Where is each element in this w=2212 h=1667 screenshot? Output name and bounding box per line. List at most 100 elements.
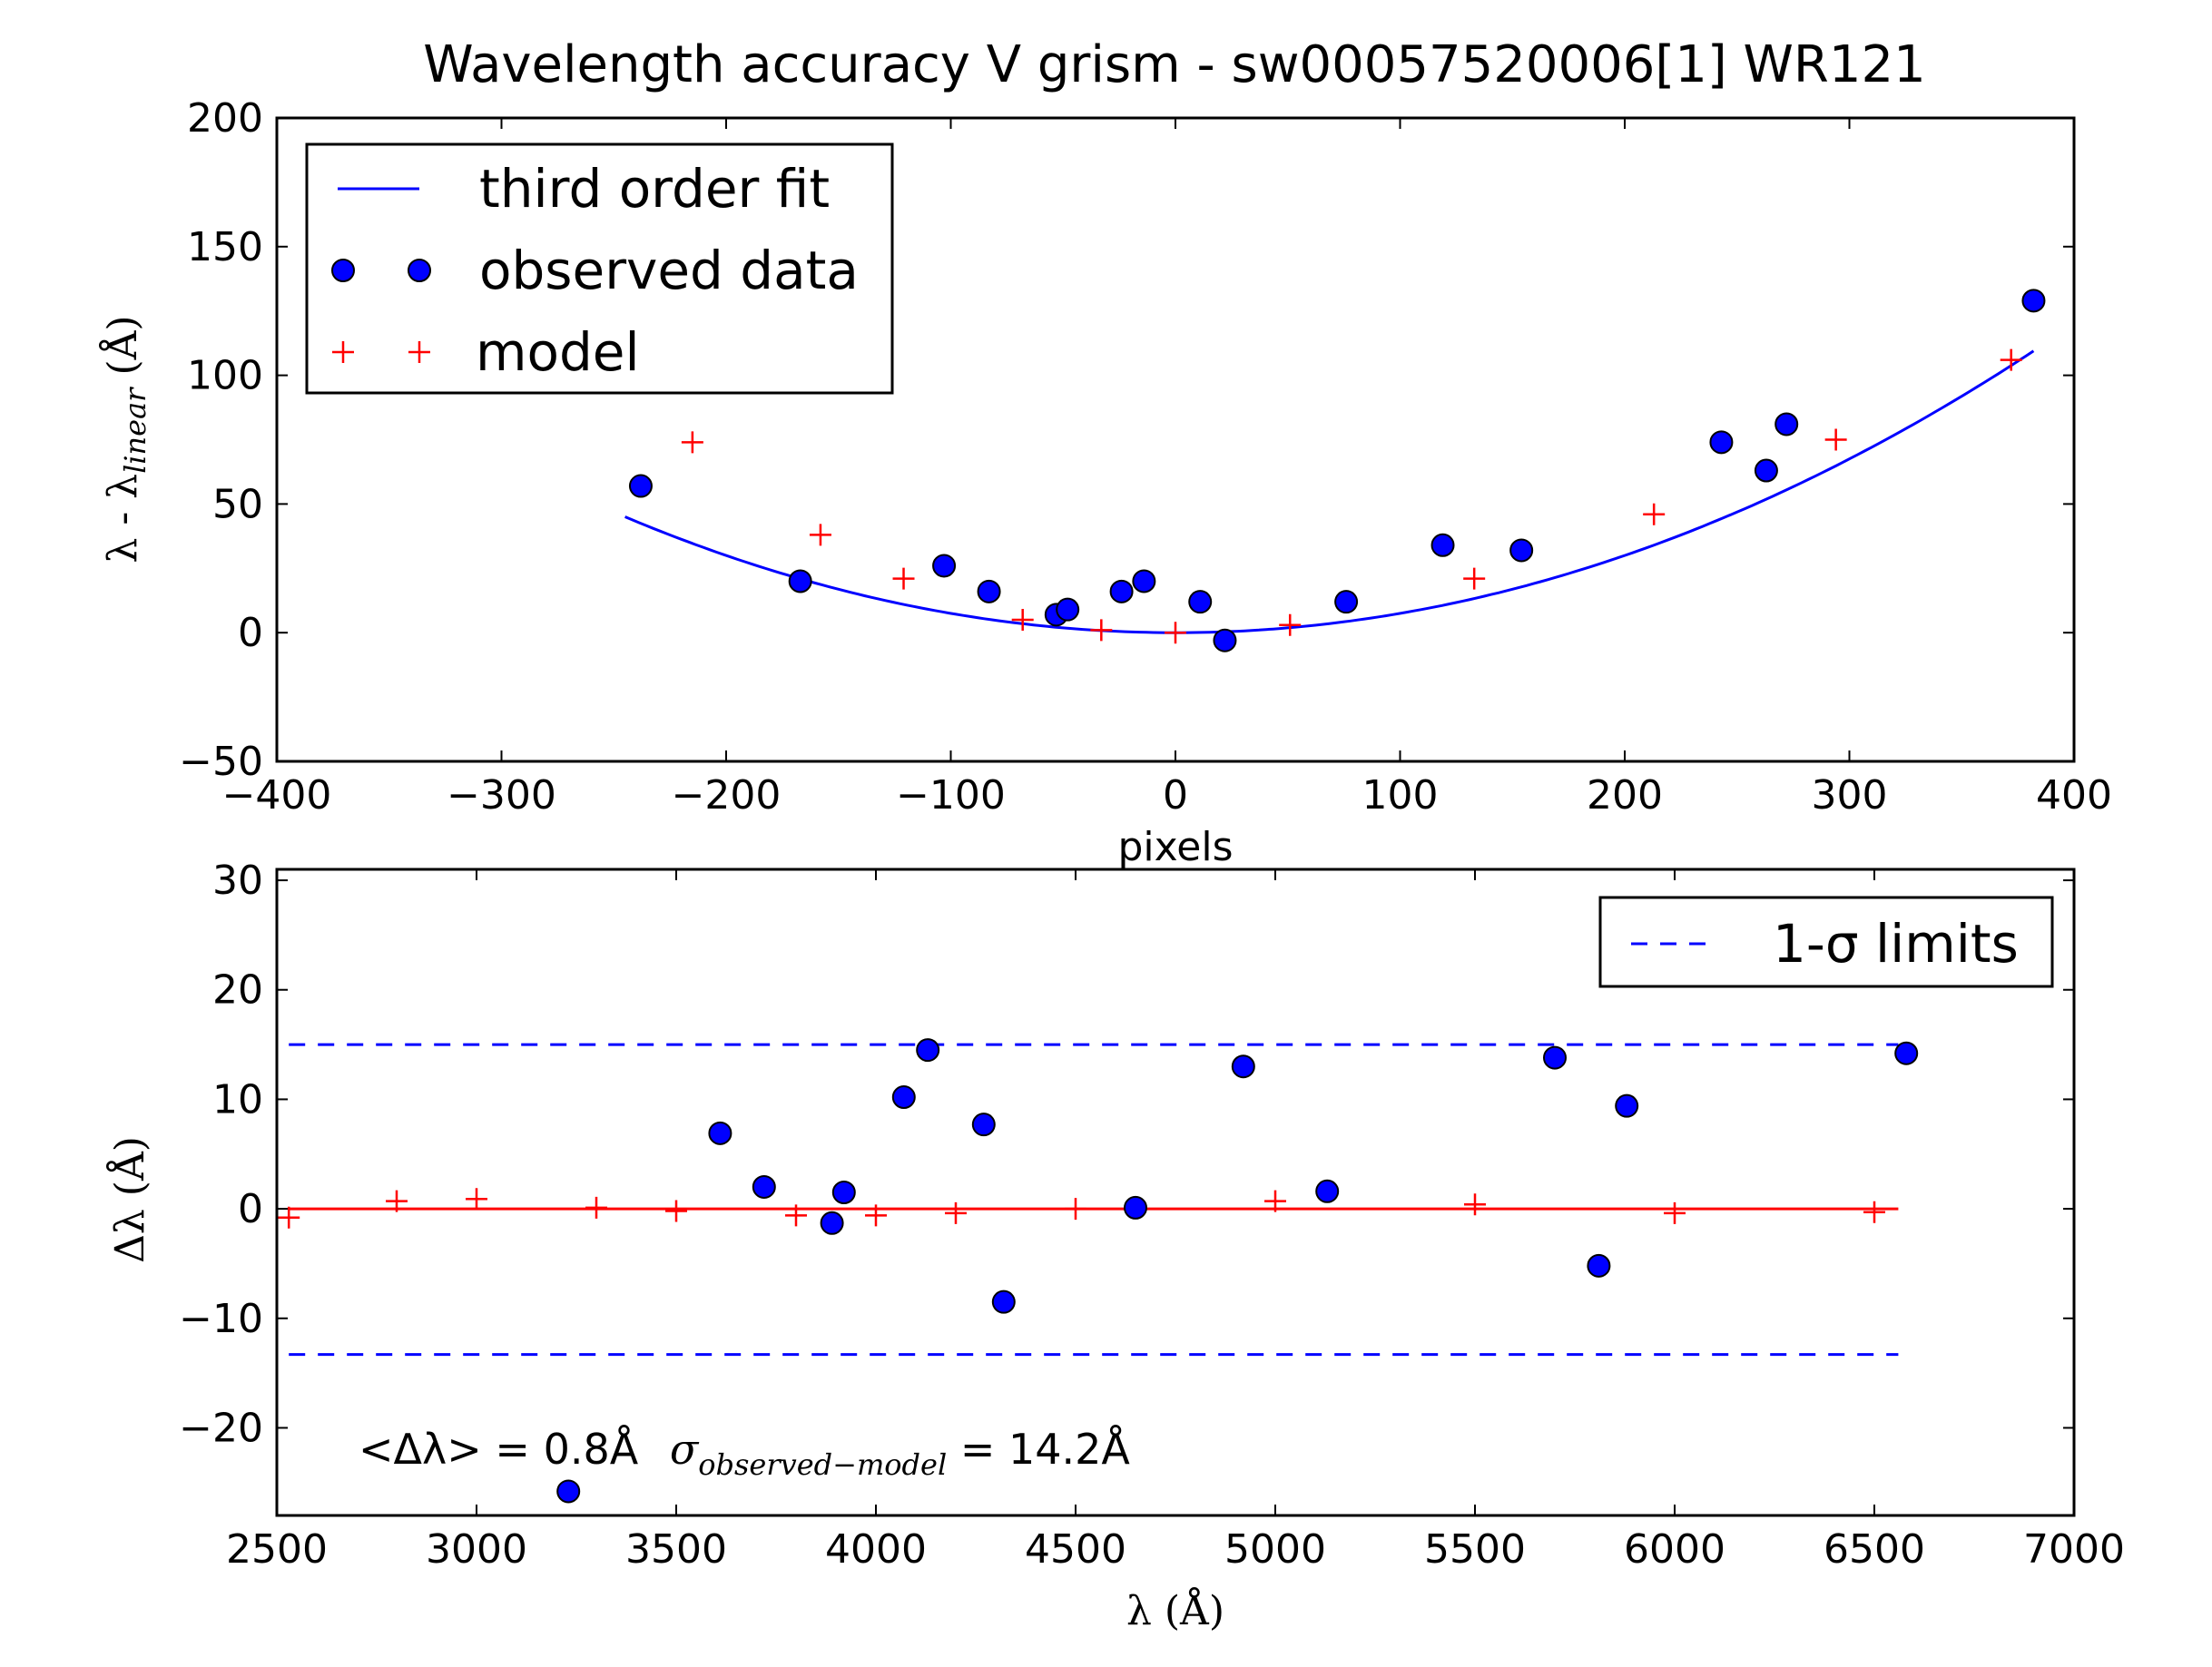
bottom-y-tick-label: 10 — [212, 1076, 263, 1123]
top-y-tick-label: 50 — [212, 481, 263, 527]
legend-model-label: model — [476, 321, 640, 383]
bottom-x-tick-label: 4500 — [1025, 1526, 1126, 1573]
sigma-symbol: σ — [670, 1425, 700, 1474]
top-observed-point — [1213, 628, 1237, 652]
top-observed-point — [788, 569, 812, 593]
bottom-observed-point — [1587, 1253, 1611, 1278]
bottom-model-point — [1464, 1193, 1486, 1216]
top-y-tick-label: 100 — [187, 353, 263, 399]
top-model-point — [1824, 428, 1847, 451]
bottom-model-point — [865, 1204, 887, 1227]
bottom-x-tick-label: 5500 — [1424, 1526, 1526, 1573]
top-legend-box — [305, 142, 894, 395]
mean-offset-text: <Δλ> = 0.8Å — [359, 1425, 639, 1474]
bottom-model-point — [945, 1201, 967, 1224]
top-observed-point — [1754, 458, 1778, 483]
top-x-tick-label: −400 — [222, 772, 332, 819]
bottom-y-axis-label: Δλ (Å) — [105, 1136, 153, 1263]
legend-fit-label: third order fit — [479, 158, 830, 220]
bottom-model-point — [466, 1188, 487, 1211]
bottom-observed-point — [971, 1113, 996, 1137]
bottom-observed-point — [1543, 1045, 1567, 1070]
bottom-x-tick-label: 7000 — [2023, 1526, 2125, 1573]
bottom-observed-point — [891, 1085, 916, 1110]
bottom-observed-point — [1615, 1093, 1639, 1118]
bottom-model-point — [665, 1200, 687, 1222]
bottom-x-tick-label: 6000 — [1624, 1526, 1725, 1573]
bottom-x-tick-label: 4000 — [825, 1526, 927, 1573]
top-x-tick-label: −200 — [672, 772, 782, 819]
top-x-tick-label: 300 — [1812, 772, 1888, 819]
legend-observed-swatch-2 — [408, 259, 431, 282]
bottom-observed-point — [1124, 1195, 1147, 1220]
bottom-observed-point — [1894, 1041, 1919, 1065]
top-observed-point — [1109, 579, 1134, 603]
bottom-plot-frame — [275, 868, 2076, 1517]
top-observed-point — [1188, 590, 1213, 614]
bottom-model-point — [785, 1204, 807, 1227]
top-x-tick-label: 400 — [2036, 772, 2112, 819]
top-model-point — [892, 567, 915, 590]
sigma-value-text: = 14.2Å — [947, 1425, 1130, 1474]
top-y-axis-label-main: λ - λ — [100, 474, 146, 564]
bottom-x-tick-label: 3500 — [625, 1526, 727, 1573]
stats-annotation: <Δλ> = 0.8Å σobserved−model = 14.2Å — [359, 1425, 1130, 1482]
top-y-axis-label: λ - λlinear (Å) — [98, 315, 152, 563]
bottom-model-point — [1863, 1201, 1885, 1223]
bottom-x-tick-label: 3000 — [426, 1526, 527, 1573]
top-model-point — [1090, 619, 1113, 642]
bottom-model-point — [585, 1196, 607, 1219]
top-x-tick-label: 200 — [1587, 772, 1663, 819]
top-x-tick-label: 0 — [1163, 772, 1188, 819]
bottom-x-tick-label: 6500 — [1824, 1526, 1925, 1573]
top-model-point — [681, 431, 703, 454]
bottom-observed-point — [916, 1038, 940, 1063]
bottom-y-tick-label: 20 — [212, 967, 263, 1014]
chart-title: Wavelength accuracy V grism - sw00057520… — [423, 35, 1925, 94]
bottom-legend-box — [1598, 896, 2054, 988]
bottom-panel: 2500 3000 3500 4000 4500 5000 5500 6000 6500 7000… — [105, 858, 2125, 1634]
bottom-observed-point — [820, 1211, 844, 1235]
top-panel: −400 −300 −200 −100 0 100 200 300 400 −50 0 50 100 15… — [98, 95, 2112, 870]
bottom-x-tick-label: 5000 — [1224, 1526, 1326, 1573]
top-observed-point — [1509, 538, 1534, 563]
top-y-tick-label: 150 — [187, 224, 263, 270]
top-model-point — [1279, 613, 1302, 636]
top-y-axis-label-sub: linear — [118, 387, 152, 474]
top-observed-point — [1334, 590, 1359, 614]
bottom-plot-area — [278, 1038, 1919, 1504]
bottom-observed-point — [1315, 1179, 1340, 1203]
legend-model-swatch — [332, 341, 430, 363]
top-y-tick-label: 0 — [238, 610, 263, 656]
top-y-axis-label-unit: (Å) — [98, 315, 146, 387]
top-x-tick-label: 100 — [1362, 772, 1439, 819]
legend-sigma-label: 1-σ limits — [1773, 913, 2019, 975]
top-x-axis-label: pixels — [1117, 824, 1233, 870]
top-model-point — [1011, 609, 1034, 632]
bottom-model-point — [1065, 1198, 1086, 1221]
bottom-legend: 1-σ limits — [1598, 896, 2054, 988]
legend-observed-label: observed data — [479, 240, 859, 301]
bottom-model-point — [278, 1206, 300, 1229]
bottom-model-point — [386, 1190, 408, 1212]
top-observed-point — [628, 474, 653, 498]
top-observed-point — [2021, 289, 2046, 313]
top-legend: third order fit observed data model — [305, 142, 894, 395]
top-model-point — [809, 524, 831, 546]
bottom-observed-point — [752, 1174, 776, 1199]
top-observed-point — [1709, 430, 1734, 455]
bottom-x-axis-label: λ (Å) — [1126, 1586, 1224, 1634]
bottom-observed-point — [831, 1181, 856, 1204]
bottom-observed-point — [708, 1121, 732, 1145]
sigma-subscript: observed−model — [698, 1447, 947, 1482]
bottom-y-tick-label: 30 — [212, 858, 263, 904]
bottom-y-tick-label: 0 — [238, 1186, 263, 1232]
top-observed-point — [977, 579, 1001, 603]
bottom-y-tick-label: −20 — [179, 1405, 263, 1451]
top-plot-area — [624, 289, 2046, 652]
bottom-observed-point — [991, 1289, 1016, 1314]
top-observed-point — [1430, 533, 1455, 557]
top-observed-point — [1056, 597, 1080, 622]
top-x-tick-label: −100 — [896, 772, 1006, 819]
